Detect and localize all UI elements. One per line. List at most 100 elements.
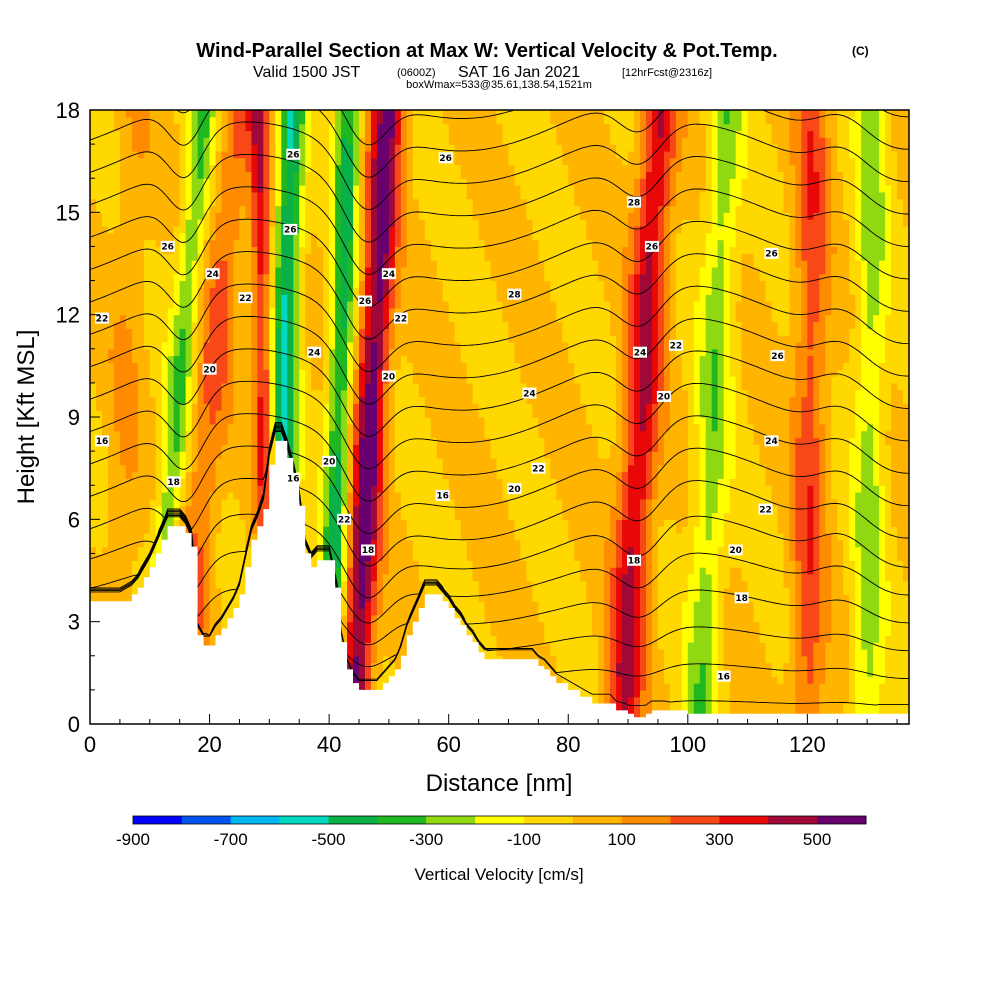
velocity-cell <box>837 110 844 172</box>
velocity-cell <box>478 239 486 418</box>
velocity-cell <box>406 362 414 541</box>
velocity-cell <box>861 648 868 724</box>
velocity-cell <box>299 246 306 370</box>
contour-label: 28 <box>627 196 641 208</box>
title-box-info: boxWmax=533@35.61,138.54,1521m <box>406 79 592 91</box>
velocity-cell <box>610 335 617 445</box>
velocity-cell <box>370 110 378 159</box>
velocity-cell <box>849 437 856 561</box>
velocity-cell <box>729 110 737 179</box>
velocity-cell <box>412 110 420 200</box>
velocity-cell <box>711 266 719 350</box>
velocity-cell <box>885 110 892 186</box>
velocity-cell <box>215 212 223 261</box>
contour-label-bg <box>160 240 175 252</box>
velocity-cell <box>293 110 300 172</box>
velocity-cell <box>669 110 677 159</box>
velocity-cell <box>675 110 683 172</box>
velocity-cell <box>341 505 348 582</box>
velocity-cell <box>891 150 898 384</box>
velocity-cell <box>400 355 408 520</box>
velocity-cell <box>867 328 874 425</box>
velocity-cell <box>167 110 175 254</box>
velocity-cell <box>825 314 832 534</box>
contour-label-bg <box>438 152 453 164</box>
velocity-cell <box>502 144 510 323</box>
velocity-cell <box>502 321 510 500</box>
velocity-cell <box>412 382 420 561</box>
velocity-cell <box>693 219 701 302</box>
velocity-cell <box>604 301 611 459</box>
velocity-cell <box>197 178 205 220</box>
velocity-cell <box>634 225 641 275</box>
title-forecast: [12hrFcst@2316z] <box>622 67 712 79</box>
velocity-cell <box>855 389 862 493</box>
velocity-cell <box>209 492 217 724</box>
velocity-cell <box>454 341 462 520</box>
velocity-cell <box>526 110 533 220</box>
velocity-cell <box>657 464 665 527</box>
velocity-cell <box>203 137 211 179</box>
velocity-cell <box>705 232 713 295</box>
velocity-cell <box>777 171 785 336</box>
contour-label: 26 <box>764 247 779 260</box>
velocity-cell <box>101 110 109 227</box>
contour-label-text: 26 <box>359 297 372 307</box>
velocity-cell <box>299 185 306 248</box>
velocity-cell <box>257 396 264 486</box>
velocity-cell <box>113 130 121 227</box>
contour-label: 26 <box>438 152 453 164</box>
x-tick-label: 100 <box>669 732 706 757</box>
contour-label-bg <box>716 670 731 682</box>
velocity-cell <box>699 417 707 568</box>
colorbar-label: Vertical Velocity [cm/s] <box>414 865 583 884</box>
velocity-cell <box>903 110 909 227</box>
velocity-cell <box>179 403 187 452</box>
velocity-cell <box>424 417 432 602</box>
velocity-cell <box>215 410 223 459</box>
velocity-cell <box>831 246 838 254</box>
velocity-cell <box>592 110 599 261</box>
velocity-cell <box>514 185 522 364</box>
velocity-cell <box>771 110 779 145</box>
velocity-cell <box>376 492 384 561</box>
velocity-cell <box>269 307 276 432</box>
colorbar-swatch <box>181 816 232 824</box>
velocity-cell <box>532 239 539 418</box>
contour-label: 22 <box>393 312 408 324</box>
x-tick-label: 120 <box>789 732 826 757</box>
velocity-cell <box>305 110 312 172</box>
velocity-cell <box>341 110 348 138</box>
velocity-cell <box>442 123 450 302</box>
velocity-cell <box>179 110 187 234</box>
velocity-cell <box>747 601 755 724</box>
velocity-cell <box>233 239 241 500</box>
velocity-cell <box>125 110 133 118</box>
velocity-cell <box>616 157 623 473</box>
velocity-cell <box>233 110 241 159</box>
velocity-cell <box>657 526 665 650</box>
velocity-cell <box>364 110 372 152</box>
contour-label-bg <box>286 148 301 160</box>
velocity-cell <box>341 614 348 650</box>
velocity-cell <box>759 464 767 643</box>
velocity-cell <box>580 403 587 582</box>
velocity-cell <box>388 110 396 138</box>
velocity-cell <box>807 219 814 350</box>
colorbar-swatch <box>817 816 867 824</box>
velocity-cell <box>478 417 486 602</box>
velocity-cell <box>663 430 671 520</box>
velocity-cell <box>95 212 103 411</box>
velocity-cell <box>394 246 402 309</box>
velocity-cell <box>281 294 288 473</box>
velocity-cell <box>562 519 569 698</box>
velocity-cell <box>729 246 737 377</box>
y-tick-label: 0 <box>68 712 80 737</box>
velocity-cell <box>634 273 641 698</box>
velocity-cell <box>209 116 217 166</box>
velocity-cell <box>107 110 115 234</box>
velocity-cell <box>657 137 665 207</box>
velocity-cell <box>699 191 707 268</box>
contour-label-bg <box>205 268 220 280</box>
title-main: Wind-Parallel Section at Max W: Vertical… <box>196 40 777 62</box>
